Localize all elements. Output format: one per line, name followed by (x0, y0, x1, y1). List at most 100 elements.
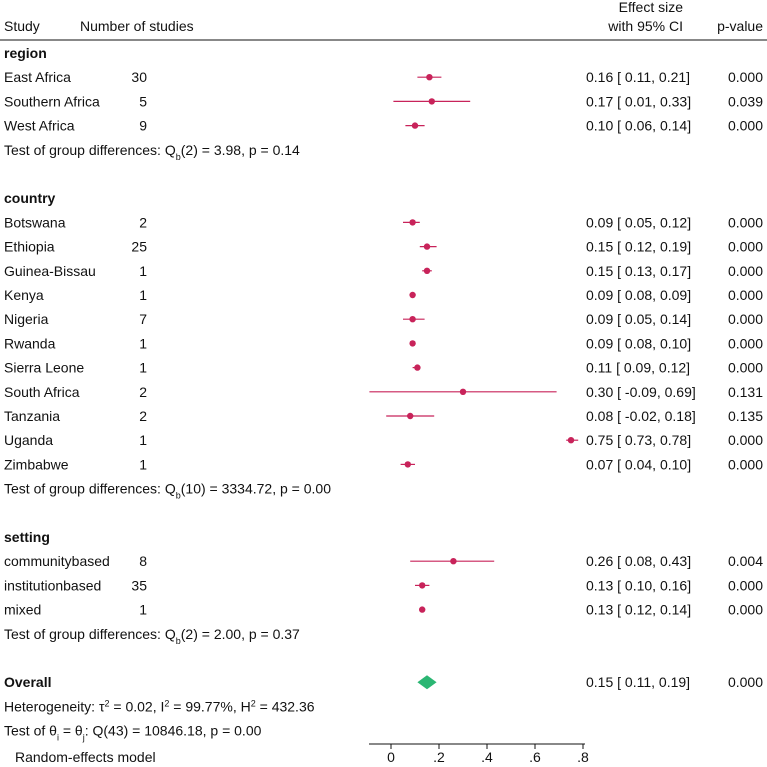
heterogeneity-stats: Heterogeneity: τ2 = 0.02, I2 = 99.77%, H… (4, 698, 315, 714)
study-label: mixed (4, 602, 41, 618)
study-count: 1 (139, 432, 147, 448)
effect-ci-text: 0.16 [ 0.11, 0.21] (586, 69, 690, 85)
heterogeneity-stats-part: 2 (164, 698, 169, 708)
heterogeneity-stats-part: 2 (251, 698, 256, 708)
overall-label: Overall (4, 674, 51, 690)
study-count: 1 (139, 360, 147, 376)
group-difference-test: Test of group differences: Qb(2) = 2.00,… (4, 626, 300, 646)
study-label: Southern Africa (4, 93, 100, 109)
overall-test-part: i (57, 733, 59, 743)
study-label: Botswana (4, 214, 66, 230)
effect-ci-text: 0.07 [ 0.04, 0.10] (586, 456, 691, 472)
effect-ci-text: 0.13 [ 0.10, 0.16] (586, 577, 691, 593)
header-ci: with 95% CI (607, 18, 683, 34)
study-label: Uganda (4, 432, 53, 448)
effect-marker (423, 243, 431, 250)
effect-ci-text: 0.26 [ 0.08, 0.43] (586, 553, 691, 569)
overall-test-part: j (82, 733, 85, 743)
effect-marker (404, 461, 411, 468)
p-value: 0.000 (728, 214, 763, 230)
group-heading: setting (4, 529, 50, 545)
study-label: Sierra Leone (4, 360, 84, 376)
effect-ci-text: 0.75 [ 0.73, 0.78] (586, 432, 691, 448)
heterogeneity-stats-part: = 432.36 (256, 698, 315, 714)
group-heading: region (4, 45, 47, 61)
p-value: 0.000 (728, 335, 763, 351)
heterogeneity-stats-part: 2 (104, 698, 109, 708)
x-tick-label: .6 (529, 749, 541, 765)
study-count: 1 (139, 456, 147, 472)
study-label: Nigeria (4, 311, 49, 327)
p-value: 0.039 (728, 93, 763, 109)
effect-ci-text: 0.09 [ 0.05, 0.14] (586, 311, 691, 327)
overall-p-value: 0.000 (728, 674, 763, 690)
p-value: 0.000 (728, 360, 763, 376)
overall-diamond (417, 675, 437, 690)
effect-ci-text: 0.17 [ 0.01, 0.33] (586, 93, 691, 109)
group-difference-test-part: b (176, 491, 181, 501)
effect-marker (409, 340, 416, 347)
study-count: 5 (139, 93, 147, 109)
group-difference-test-part: b (176, 636, 181, 646)
group-difference-test: Test of group differences: Qb(10) = 3334… (4, 481, 331, 501)
study-label: communitybased (4, 553, 110, 569)
study-label: Rwanda (4, 335, 56, 351)
study-label: Zimbabwe (4, 456, 69, 472)
group-heading: country (4, 190, 56, 206)
effect-ci-text: 0.13 [ 0.12, 0.14] (586, 602, 691, 618)
study-label: Guinea-Bissau (4, 263, 96, 279)
effect-marker (411, 122, 419, 129)
overall-test-part: : Q(43) = 10846.18, p = 0.00 (85, 723, 262, 739)
study-label: West Africa (4, 118, 75, 134)
effect-marker (459, 388, 467, 395)
study-count: 8 (139, 553, 147, 569)
study-count: 1 (139, 602, 147, 618)
p-value: 0.135 (728, 408, 763, 424)
study-count: 1 (139, 335, 147, 351)
overall-test-part: θ (75, 723, 83, 739)
p-value: 0.000 (728, 263, 763, 279)
p-value: 0.000 (728, 118, 763, 134)
effect-ci-text: 0.10 [ 0.06, 0.14] (586, 118, 691, 134)
effect-ci-text: 0.30 [ -0.09, 0.69] (586, 384, 696, 400)
p-value: 0.004 (728, 553, 763, 569)
study-label: East Africa (4, 69, 71, 85)
effect-ci-text: 0.08 [ -0.02, 0.18] (586, 408, 696, 424)
overall-ci-text: 0.15 [ 0.11, 0.19] (586, 674, 690, 690)
group-difference-test-part: (2) = 3.98, p = 0.14 (181, 142, 300, 158)
header-study: Study (4, 18, 40, 34)
study-count: 35 (131, 577, 147, 593)
effect-marker (450, 558, 457, 565)
group-difference-test-part: (2) = 2.00, p = 0.37 (181, 626, 300, 642)
effect-marker (409, 219, 416, 226)
effect-marker (407, 412, 414, 420)
group-difference-test-part: (10) = 3334.72, p = 0.00 (181, 481, 331, 497)
p-value: 0.131 (728, 384, 763, 400)
p-value: 0.000 (728, 69, 763, 85)
study-count: 1 (139, 287, 147, 303)
study-label: Tanzania (4, 408, 60, 424)
p-value: 0.000 (728, 432, 763, 448)
group-difference-test-part: Test of group differences: Q (4, 142, 176, 158)
overall-test-part: = (59, 723, 75, 739)
overall-test: Test of θi = θj: Q(43) = 10846.18, p = 0… (4, 723, 262, 743)
group-difference-test-part: Test of group differences: Q (4, 626, 176, 642)
heterogeneity-stats-part: = 0.02, I (110, 698, 165, 714)
x-tick-label: .2 (433, 749, 445, 765)
effect-marker (409, 291, 416, 299)
effect-ci-text: 0.09 [ 0.08, 0.10] (586, 335, 691, 351)
effect-marker (567, 437, 575, 444)
header-effect-size: Effect size (619, 0, 684, 15)
heterogeneity-stats-part: Heterogeneity: (4, 698, 99, 714)
effect-marker (423, 267, 431, 274)
study-label: Kenya (4, 287, 44, 303)
effect-ci-text: 0.09 [ 0.05, 0.12] (586, 214, 691, 230)
effect-marker (428, 98, 435, 105)
x-tick-label: 0 (387, 749, 395, 765)
p-value: 0.000 (728, 239, 763, 255)
study-count: 2 (139, 214, 147, 230)
effect-marker (419, 606, 426, 613)
study-label: Ethiopia (4, 239, 55, 255)
effect-marker (426, 74, 433, 81)
